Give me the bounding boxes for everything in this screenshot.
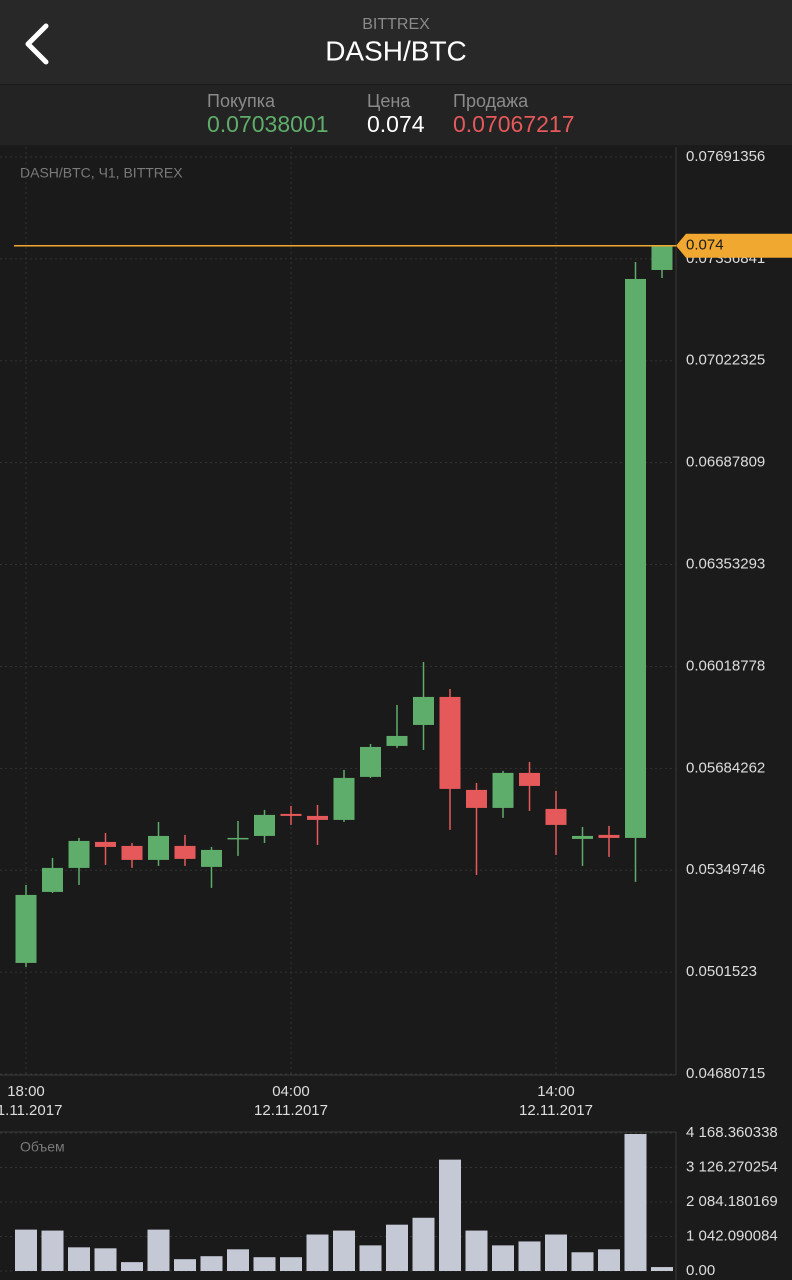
y-tick-label: 0.06018778: [686, 657, 765, 674]
volume-bar: [121, 1262, 143, 1271]
candle-body: [572, 835, 593, 839]
candle-body: [360, 746, 381, 777]
plot-area: [0, 147, 676, 1075]
candle-body: [545, 808, 567, 825]
volume-bar: [598, 1249, 620, 1271]
y-tick-label: 2 084.180169: [686, 1193, 778, 1210]
volume-bar: [68, 1247, 90, 1271]
y-tick-label: 3 126.270254: [686, 1158, 778, 1175]
y-tick-label: 0.05684262: [686, 759, 765, 776]
candle-body: [333, 777, 355, 820]
y-tick-label: 0.05349746: [686, 861, 765, 878]
volume-bar: [200, 1256, 223, 1271]
quote-label: Продажа: [453, 91, 529, 111]
quote-label: Цена: [367, 91, 411, 111]
volume-bar: [227, 1249, 249, 1271]
candle-body: [492, 772, 514, 808]
volume-bar: [545, 1234, 567, 1271]
candle-body: [280, 813, 302, 816]
candle-body: [307, 815, 328, 820]
volume-bar: [359, 1245, 382, 1271]
candle-body: [148, 835, 169, 860]
y-tick-label: 4 168.360338: [686, 1124, 778, 1141]
volume-bar: [41, 1230, 64, 1271]
candle-body: [651, 245, 673, 270]
quote-label: Покупка: [207, 91, 276, 111]
volume-bar: [571, 1252, 594, 1271]
candle-body: [519, 772, 540, 786]
x-tick-label: 18:00: [7, 1083, 45, 1100]
header-bar: [0, 0, 792, 84]
candle-body: [15, 894, 37, 963]
volume-bar: [492, 1245, 514, 1271]
x-tick-label: 14:00: [537, 1083, 575, 1100]
volume-bar: [465, 1230, 488, 1271]
price-tag: [676, 233, 792, 258]
quote-value: 0.074: [367, 111, 425, 137]
candle-body: [201, 849, 222, 867]
exchange: BITTREX: [362, 16, 430, 33]
y-tick-label: 1 042.090084: [686, 1227, 778, 1244]
y-tick-label: 0.06687809: [686, 454, 765, 471]
y-tick-label: 0.07022325: [686, 352, 765, 369]
volume-bar: [280, 1257, 302, 1271]
candle-body: [598, 834, 620, 838]
volume-bar: [174, 1259, 196, 1271]
candle-body: [68, 840, 90, 868]
volume-bar: [333, 1230, 355, 1271]
candle-body: [386, 735, 408, 746]
volume-bar: [147, 1229, 170, 1271]
volume-bar: [439, 1159, 461, 1271]
x-tick-date: 11.11.2017: [0, 1102, 62, 1119]
candle-body: [95, 841, 116, 847]
y-tick-label: 0.06353293: [686, 556, 765, 573]
volume-bar: [624, 1134, 647, 1271]
candle-body: [227, 837, 249, 840]
candle-body: [439, 696, 461, 789]
candle-body: [466, 789, 487, 808]
x-tick-date: 12.11.2017: [519, 1102, 593, 1119]
volume-bar: [412, 1217, 435, 1271]
candle-body: [121, 845, 143, 860]
volume-bar: [94, 1248, 117, 1271]
quote-value: 0.07038001: [207, 111, 329, 137]
quote-value: 0.07067217: [453, 111, 575, 137]
volume-bar: [306, 1234, 329, 1271]
volume-title: Объем: [20, 1139, 65, 1155]
x-tick-date: 12.11.2017: [254, 1102, 328, 1119]
y-tick-label: 0.07691356: [686, 148, 765, 165]
volume-bar: [518, 1241, 541, 1271]
candle-body: [625, 278, 646, 838]
pair: DASH/BTC: [325, 35, 467, 66]
chart-title: DASH/BTC, Ч1, BITTREX: [20, 165, 183, 181]
y-tick-label: 0.00: [686, 1262, 715, 1279]
volume-bar: [15, 1229, 37, 1271]
volume-bar: [651, 1267, 673, 1271]
candle-body: [413, 696, 434, 725]
candle-body: [254, 814, 275, 836]
volume-bar: [253, 1257, 276, 1271]
y-tick-label: 0.0501523: [686, 963, 757, 980]
candle-body: [174, 845, 196, 859]
back-button[interactable]: [25, 23, 49, 65]
y-tick-label: 0.04680715: [686, 1065, 765, 1082]
quote-bar: [0, 85, 792, 145]
volume-bar: [386, 1224, 408, 1271]
candle-body: [42, 867, 63, 892]
x-tick-label: 04:00: [272, 1083, 310, 1100]
price-tag-label: 0.074: [686, 237, 724, 254]
